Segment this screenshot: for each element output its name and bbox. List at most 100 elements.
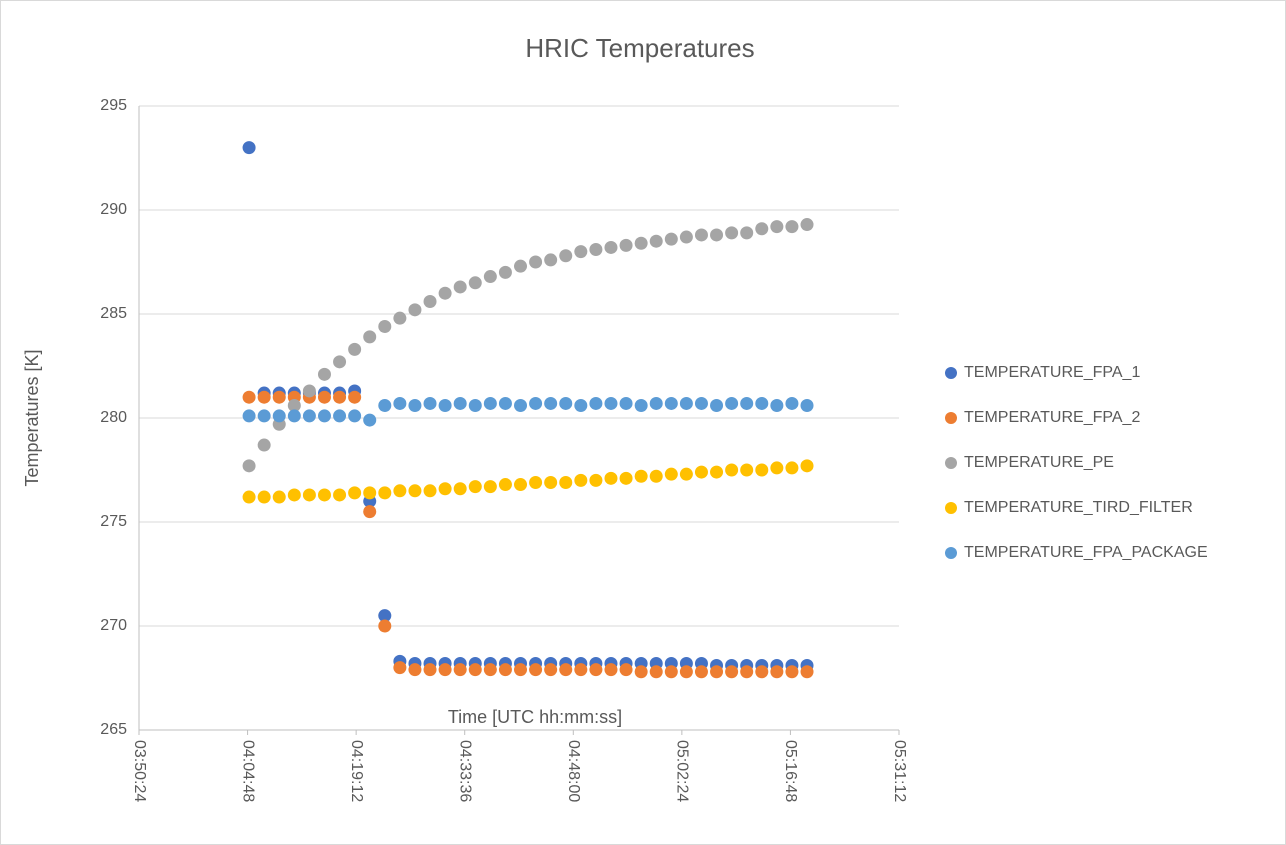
data-point [619, 396, 633, 410]
data-point [740, 463, 754, 477]
data-point [679, 230, 693, 244]
data-point [453, 482, 467, 496]
data-point [317, 367, 331, 381]
data-point [755, 665, 769, 679]
legend-label: TEMPERATURE_FPA_1 [964, 364, 1140, 381]
data-point [529, 475, 543, 489]
data-point [453, 280, 467, 294]
data-point [679, 665, 693, 679]
chart-title: HRIC Temperatures [525, 33, 754, 63]
data-point [272, 409, 286, 423]
data-point [574, 245, 588, 259]
data-point [302, 488, 316, 502]
data-point [785, 665, 799, 679]
data-point [453, 396, 467, 410]
data-point [378, 486, 392, 500]
data-point [348, 409, 362, 423]
data-point [634, 399, 648, 413]
data-point [589, 396, 603, 410]
legend-marker [945, 547, 957, 559]
data-point [423, 663, 437, 677]
data-point [393, 311, 407, 325]
data-point [755, 222, 769, 236]
data-point [257, 390, 271, 404]
data-point [559, 249, 573, 263]
data-point [468, 480, 482, 494]
data-point [649, 665, 663, 679]
data-point [800, 218, 814, 232]
data-point [317, 390, 331, 404]
data-point [785, 220, 799, 234]
data-point [393, 484, 407, 498]
data-point [694, 396, 708, 410]
data-point [438, 399, 452, 413]
data-point [348, 486, 362, 500]
data-point [725, 226, 739, 240]
data-point [287, 399, 301, 413]
data-point [257, 490, 271, 504]
data-point [574, 663, 588, 677]
data-point [664, 665, 678, 679]
legend-marker [945, 367, 957, 379]
data-point [559, 396, 573, 410]
data-point [363, 330, 377, 344]
data-point [664, 232, 678, 246]
data-point [634, 665, 648, 679]
data-point [710, 399, 724, 413]
data-point [559, 663, 573, 677]
data-point [438, 286, 452, 300]
data-point [694, 465, 708, 479]
data-point [770, 461, 784, 475]
data-point [559, 475, 573, 489]
data-point [785, 396, 799, 410]
data-point [408, 303, 422, 317]
y-tick-label: 265 [100, 721, 127, 738]
data-point [649, 234, 663, 248]
data-point [242, 459, 256, 473]
x-tick-label: 05:16:48 [782, 740, 799, 802]
data-point [755, 396, 769, 410]
data-point [363, 505, 377, 519]
data-point [423, 484, 437, 498]
x-axis-label: Time [UTC hh:mm:ss] [448, 707, 622, 727]
y-tick-label: 280 [100, 409, 127, 426]
data-point [317, 488, 331, 502]
legend-label: TEMPERATURE_TIRD_FILTER [964, 499, 1193, 516]
x-tick-label: 04:04:48 [239, 740, 256, 802]
data-point [710, 465, 724, 479]
legend-marker [945, 502, 957, 514]
data-point [483, 270, 497, 284]
y-axis-label: Temperatures [K] [22, 349, 42, 486]
data-point [423, 295, 437, 309]
data-point [287, 488, 301, 502]
data-point [604, 663, 618, 677]
data-point [257, 409, 271, 423]
data-point [619, 238, 633, 252]
x-tick-label: 05:31:12 [891, 740, 908, 802]
data-point [770, 665, 784, 679]
data-point [333, 488, 347, 502]
data-point [378, 609, 392, 623]
data-point [740, 665, 754, 679]
data-point [393, 661, 407, 675]
legend-label: TEMPERATURE_PE [964, 454, 1114, 471]
legend-marker [945, 412, 957, 424]
data-point [529, 396, 543, 410]
y-tick-label: 295 [100, 97, 127, 114]
data-point [272, 490, 286, 504]
data-point [408, 484, 422, 498]
data-point [333, 355, 347, 369]
data-point [438, 663, 452, 677]
data-point [498, 396, 512, 410]
data-point [725, 463, 739, 477]
y-tick-label: 285 [100, 305, 127, 322]
data-point [514, 663, 528, 677]
data-point [785, 461, 799, 475]
data-point [483, 480, 497, 494]
data-point [679, 396, 693, 410]
data-point [453, 663, 467, 677]
data-point [468, 276, 482, 290]
data-point [800, 665, 814, 679]
